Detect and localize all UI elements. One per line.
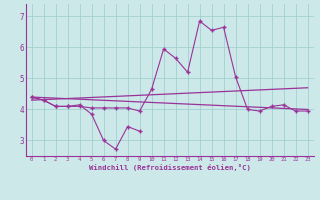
X-axis label: Windchill (Refroidissement éolien,°C): Windchill (Refroidissement éolien,°C) bbox=[89, 164, 251, 171]
